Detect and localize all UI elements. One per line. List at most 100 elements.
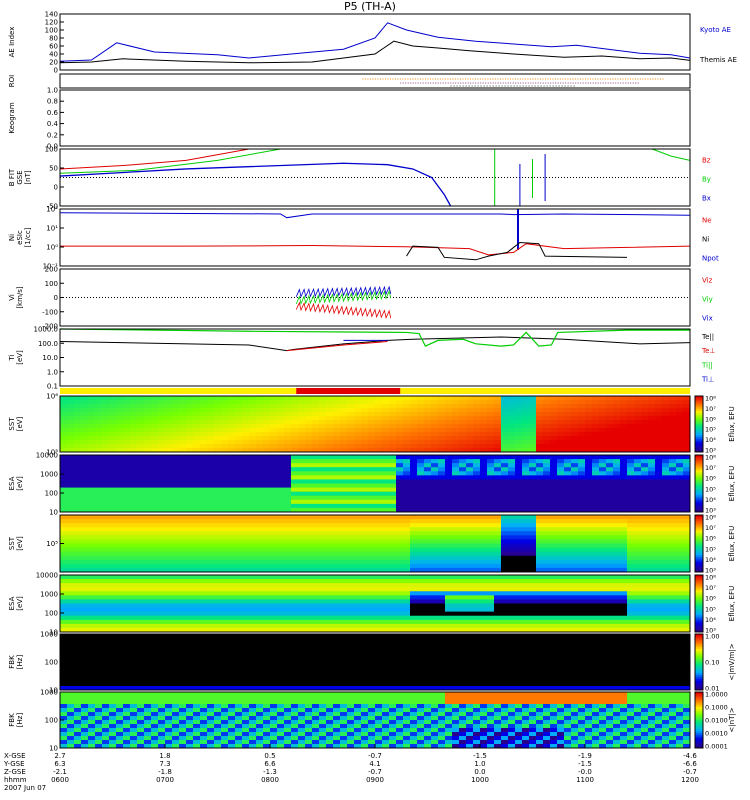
heatmap-cell [403, 444, 411, 449]
y-tick-label: 10⁵ [46, 540, 58, 548]
heatmap-cell [627, 416, 635, 421]
heatmap-cell [529, 479, 537, 484]
heatmap-cell [683, 416, 691, 421]
heatmap-cell [263, 507, 271, 513]
heatmap-cell [368, 543, 376, 549]
heatmap-cell [172, 523, 180, 528]
heatmap-cell [634, 523, 642, 528]
heatmap-cell [431, 487, 439, 493]
heatmap-cell [501, 603, 509, 609]
heatmap-cell [312, 547, 320, 553]
heatmap-cell [305, 503, 313, 509]
heatmap-cell [130, 583, 138, 588]
heatmap-cell [137, 440, 145, 445]
heatmap-cell [459, 483, 467, 489]
heatmap-cell [228, 535, 236, 540]
colorbar-swatch [695, 442, 703, 446]
heatmap-cell [375, 416, 383, 421]
heatmap-cell [396, 559, 404, 565]
heatmap-cell [158, 483, 166, 489]
heatmap-cell [256, 499, 264, 505]
heatmap-cell [536, 535, 544, 540]
heatmap-cell [620, 412, 628, 417]
heatmap-cell [606, 440, 614, 445]
heatmap-cell [347, 507, 355, 513]
heatmap-cell [634, 463, 642, 468]
heatmap-cell [144, 424, 152, 429]
heatmap-cell [494, 400, 502, 405]
heatmap-cell [515, 611, 523, 617]
heatmap-cell [312, 440, 320, 445]
heatmap-cell [74, 499, 82, 505]
heatmap-cell [424, 623, 432, 629]
heatmap-cell [620, 519, 628, 524]
heatmap-cell [578, 559, 586, 565]
heatmap-cell [487, 615, 495, 621]
heatmap-cell [452, 412, 460, 417]
heatmap-cell [550, 483, 558, 489]
heatmap-cell [662, 563, 670, 569]
heatmap-cell [676, 420, 684, 425]
heatmap-cell [613, 440, 621, 445]
heatmap-cell [683, 428, 691, 433]
heatmap-cell [522, 495, 530, 501]
heatmap-cell [256, 400, 264, 405]
heatmap-cell [228, 420, 236, 425]
heatmap-cell [60, 432, 68, 437]
heatmap-cell [67, 623, 75, 629]
heatmap-cell [263, 531, 271, 536]
heatmap-cell [634, 487, 642, 493]
heatmap-cell [109, 499, 117, 505]
heatmap-cell [389, 539, 397, 544]
heatmap-cell [263, 523, 271, 528]
heatmap-cell [487, 535, 495, 540]
heatmap-cell [683, 551, 691, 557]
heatmap-cell [585, 539, 593, 544]
heatmap-cell [487, 603, 495, 609]
heatmap-cell [683, 448, 691, 453]
heatmap-cell [116, 583, 124, 588]
colorbar-label: Eflux, EFU [728, 466, 736, 501]
heatmap-cell [284, 611, 292, 617]
heatmap-cell [508, 420, 516, 425]
heatmap-cell [431, 531, 439, 536]
heatmap-cell [606, 432, 614, 437]
heatmap-cell [375, 400, 383, 405]
heatmap-cell [452, 603, 460, 609]
heatmap-cell [592, 459, 600, 464]
heatmap-cell [172, 483, 180, 489]
heatmap-cell [494, 444, 502, 449]
heatmap-cell [431, 587, 439, 592]
heatmap-cell [284, 535, 292, 540]
heatmap-cell [74, 523, 82, 528]
heatmap-cell [557, 455, 565, 460]
heatmap-cell [214, 599, 222, 604]
heatmap-cell [466, 467, 474, 472]
heatmap-cell [459, 527, 467, 532]
heatmap-cell [186, 619, 194, 625]
heatmap-cell [578, 475, 586, 480]
heatmap-cell [312, 463, 320, 468]
heatmap-cell [242, 619, 250, 625]
heatmap-cell [676, 412, 684, 417]
heatmap-cell [606, 547, 614, 553]
heatmap-cell [592, 396, 600, 401]
heatmap-cell [193, 400, 201, 405]
heatmap-cell [291, 539, 299, 544]
heatmap-cell [298, 623, 306, 629]
heatmap-cell [529, 547, 537, 553]
heatmap-cell [529, 404, 537, 409]
colorbar-swatch [695, 396, 703, 399]
heatmap-cell [312, 579, 320, 584]
heatmap-cell [319, 567, 327, 573]
heatmap-cell [571, 459, 579, 464]
heatmap-cell [389, 499, 397, 505]
heatmap-cell [144, 459, 152, 464]
heatmap-cell [340, 420, 348, 425]
heatmap-cell [634, 531, 642, 536]
heatmap-cell [214, 607, 222, 613]
heatmap-cell [375, 547, 383, 553]
heatmap-cell [305, 444, 313, 449]
heatmap-cell [396, 404, 404, 409]
heatmap-cell [214, 527, 222, 532]
